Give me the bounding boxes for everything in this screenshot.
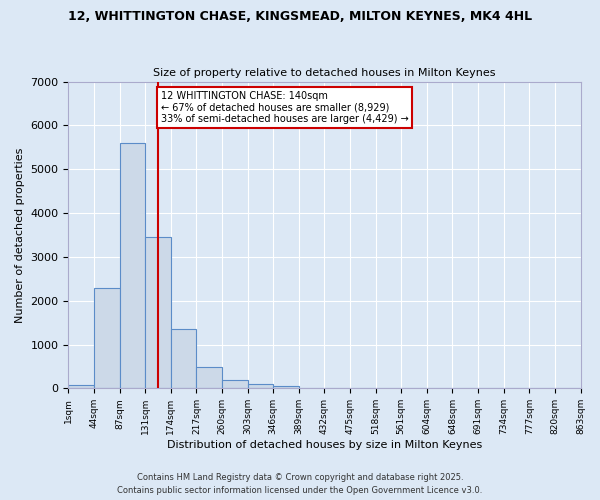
Bar: [248, 384, 273, 388]
Bar: [196, 368, 222, 388]
Title: Size of property relative to detached houses in Milton Keynes: Size of property relative to detached ho…: [153, 68, 496, 78]
Bar: [171, 329, 196, 388]
Bar: [94, 288, 119, 388]
Bar: [119, 143, 145, 388]
Y-axis label: Number of detached properties: Number of detached properties: [15, 148, 25, 322]
Bar: [273, 386, 299, 388]
Bar: [222, 380, 248, 388]
X-axis label: Distribution of detached houses by size in Milton Keynes: Distribution of detached houses by size …: [167, 440, 482, 450]
Text: 12 WHITTINGTON CHASE: 140sqm
← 67% of detached houses are smaller (8,929)
33% of: 12 WHITTINGTON CHASE: 140sqm ← 67% of de…: [161, 91, 409, 124]
Text: 12, WHITTINGTON CHASE, KINGSMEAD, MILTON KEYNES, MK4 4HL: 12, WHITTINGTON CHASE, KINGSMEAD, MILTON…: [68, 10, 532, 23]
Text: Contains HM Land Registry data © Crown copyright and database right 2025.
Contai: Contains HM Land Registry data © Crown c…: [118, 474, 482, 495]
Bar: [68, 385, 94, 388]
Bar: [145, 237, 171, 388]
